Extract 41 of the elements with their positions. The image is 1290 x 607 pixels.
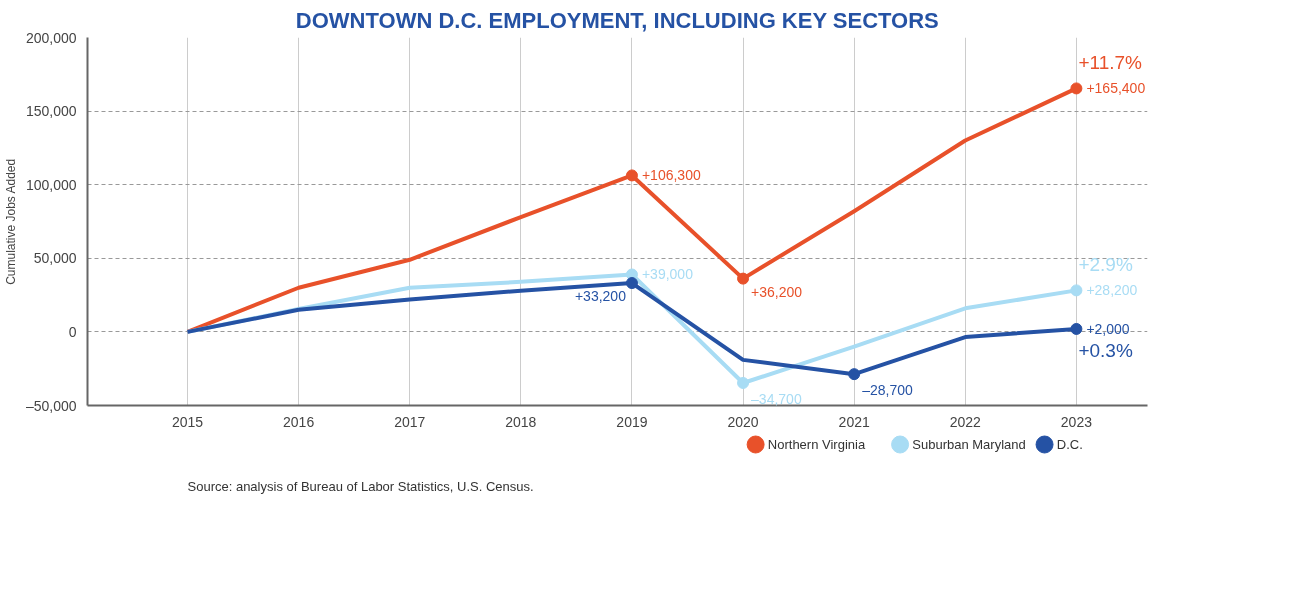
legend-label: Suburban Maryland [912, 437, 1026, 452]
y-tick-label: 150,000 [25, 103, 77, 120]
data-label: +28,200 [1086, 282, 1138, 299]
point [625, 277, 638, 290]
legend-label: D.C. [1056, 437, 1083, 452]
point [1070, 284, 1083, 297]
x-tick-label: 2019 [616, 413, 648, 430]
y-tick-label: –50,000 [25, 397, 77, 414]
data-label: –34,700 [751, 390, 802, 407]
data-label: +106,300 [641, 167, 701, 184]
x-tick-label: 2018 [505, 413, 537, 430]
x-tick-label: 2021 [838, 413, 870, 430]
x-tick-label: 2020 [727, 413, 759, 430]
x-tick-label: 2023 [1060, 413, 1093, 430]
y-axis-title: Cumulative Jobs Added [3, 158, 18, 285]
y-tick-label: 200,000 [25, 29, 77, 46]
chart-title: DOWNTOWN D.C. EMPLOYMENT, INCLUDING KEY SECTORS [295, 7, 939, 33]
x-tick-label: 2017 [394, 413, 426, 430]
point [848, 368, 861, 381]
data-label: +165,400 [1086, 80, 1146, 97]
data-label: +33,200 [574, 288, 627, 305]
data-label: +2,000 [1086, 320, 1130, 337]
y-tick-label: 50,000 [33, 250, 77, 267]
point [1070, 322, 1083, 335]
source-note: Source: analysis of Bureau of Labor Statistics, U.S. Census. [187, 478, 534, 494]
point [737, 376, 750, 389]
x-tick-label: 2016 [283, 413, 315, 430]
annotation: +0.3% [1078, 340, 1133, 362]
y-tick-label: 100,000 [25, 176, 77, 193]
point [625, 169, 638, 182]
point [1070, 82, 1083, 95]
data-label: +36,200 [751, 283, 803, 300]
annotation: +2.9% [1078, 253, 1133, 275]
y-tick-label: 0 [68, 323, 77, 340]
x-tick-label: 2015 [171, 413, 204, 430]
data-label: +39,000 [641, 266, 694, 283]
point [737, 272, 750, 285]
legend-label: Northern Virginia [767, 437, 866, 452]
annotation: +11.7% [1078, 51, 1143, 73]
data-label: –28,700 [862, 382, 913, 399]
x-tick-label: 2022 [949, 413, 982, 430]
